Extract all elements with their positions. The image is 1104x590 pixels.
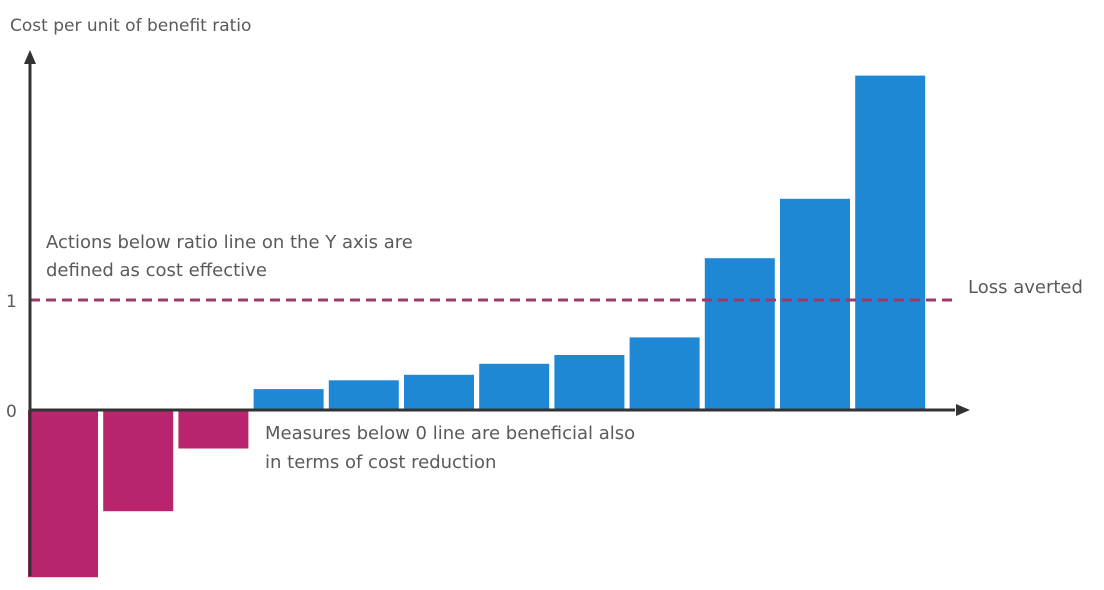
bar-12 bbox=[855, 75, 926, 410]
bar-5 bbox=[328, 380, 399, 410]
bar-11 bbox=[780, 198, 850, 410]
bar-4 bbox=[253, 389, 324, 410]
bars-group bbox=[28, 75, 926, 578]
y-tick-label-0: 0 bbox=[6, 402, 17, 422]
bar-10 bbox=[704, 258, 775, 410]
bar-8 bbox=[554, 355, 625, 410]
y-axis-label: Cost per unit of benefit ratio bbox=[10, 16, 251, 36]
y-tick-label-1: 1 bbox=[6, 292, 17, 312]
reference-line-label: Loss averted bbox=[968, 277, 1083, 298]
bar-1 bbox=[28, 410, 98, 578]
x-axis-arrowhead bbox=[956, 404, 970, 416]
bar-2 bbox=[103, 410, 174, 512]
annotation-beneficial-line-1: Measures below 0 line are beneficial als… bbox=[265, 423, 635, 444]
bar-9 bbox=[629, 337, 700, 410]
annotation-cost-effective-line-2: defined as cost effective bbox=[46, 260, 267, 281]
y-axis-arrowhead bbox=[24, 50, 36, 64]
annotation-cost-effective-line-1: Actions below ratio line on the Y axis a… bbox=[46, 232, 413, 253]
annotation-beneficial-line-2: in terms of cost reduction bbox=[265, 452, 496, 473]
bar-7 bbox=[479, 363, 550, 410]
bar-6 bbox=[404, 374, 474, 410]
bar-3 bbox=[178, 410, 249, 449]
